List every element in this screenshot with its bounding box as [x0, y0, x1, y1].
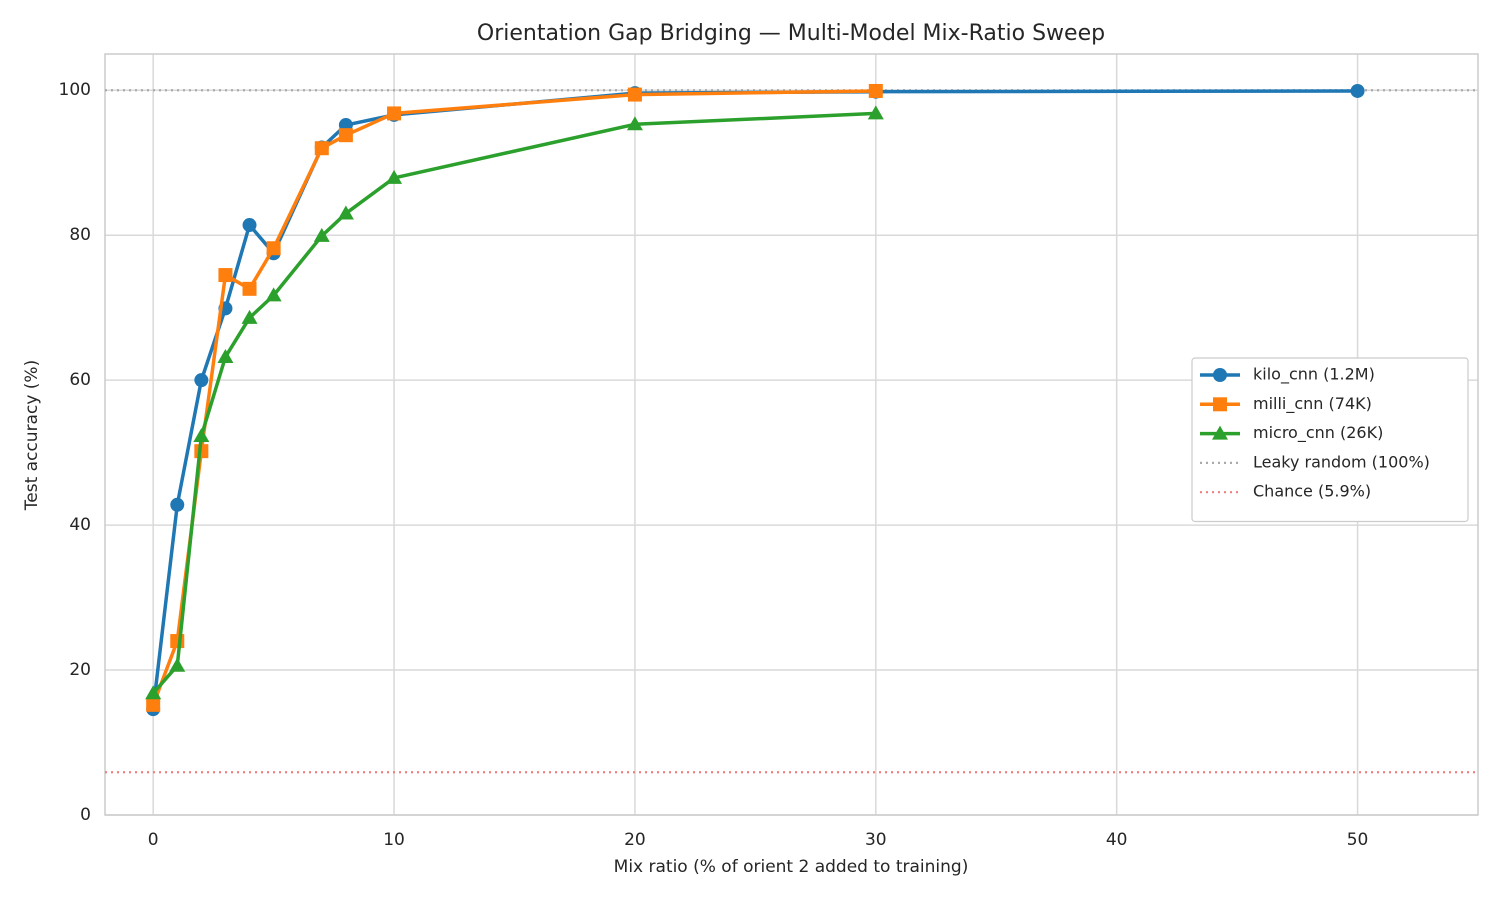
marker: [1213, 397, 1227, 412]
marker: [170, 634, 185, 649]
marker: [386, 169, 403, 184]
legend: kilo_cnn (1.2M) milli_cnn (74K) micro_cnn …: [1191, 357, 1469, 523]
marker: [867, 105, 884, 120]
marker: [337, 205, 354, 220]
legend-label: micro_cnn (26K): [1253, 423, 1383, 443]
legend-label: kilo_cnn (1.2M): [1253, 365, 1375, 385]
x-tick-label: 40: [1106, 830, 1128, 850]
y-tick-label: 60: [69, 370, 91, 390]
y-tick-label: 0: [80, 805, 91, 825]
x-axis-label: Mix ratio (% of orient 2 added to traini…: [614, 857, 969, 877]
plot-frame: [104, 53, 1479, 816]
marker: [1212, 425, 1228, 440]
x-tick-label: 50: [1347, 830, 1369, 850]
marker: [242, 281, 257, 296]
x-tick-label: 20: [624, 830, 646, 850]
y-tick-label: 20: [69, 660, 91, 680]
x-tick-label: 0: [148, 830, 159, 850]
marker: [193, 427, 210, 442]
marker: [265, 287, 282, 302]
marker: [241, 309, 258, 324]
chart-title: Orientation Gap Bridging — Multi-Model M…: [477, 21, 1105, 46]
x-tick-label: 30: [865, 830, 887, 850]
y-tick-label: 40: [69, 515, 91, 535]
marker: [146, 697, 161, 712]
y-axis-label: Test accuracy (%): [22, 360, 42, 511]
marker: [218, 268, 233, 283]
legend-frame: [1191, 357, 1469, 523]
marker: [1350, 83, 1365, 98]
marker: [338, 128, 353, 143]
marker: [145, 685, 162, 700]
marker: [626, 116, 643, 131]
marker: [313, 227, 330, 242]
marker: [266, 241, 281, 256]
marker: [868, 83, 883, 98]
y-tick-label: 80: [69, 225, 91, 245]
legend-label: Chance (5.9%): [1253, 482, 1371, 501]
y-tick-label: 100: [59, 80, 91, 100]
marker: [217, 348, 234, 363]
marker: [387, 106, 402, 121]
marker: [1213, 368, 1227, 382]
legend-label: milli_cnn (74K): [1253, 394, 1372, 414]
marker: [314, 141, 329, 156]
marker: [627, 87, 642, 102]
x-tick-label: 10: [383, 830, 405, 850]
marker: [169, 657, 186, 672]
marker: [194, 373, 209, 388]
marker: [170, 497, 185, 512]
marker: [242, 218, 257, 233]
legend-label: Leaky random (100%): [1253, 452, 1430, 471]
